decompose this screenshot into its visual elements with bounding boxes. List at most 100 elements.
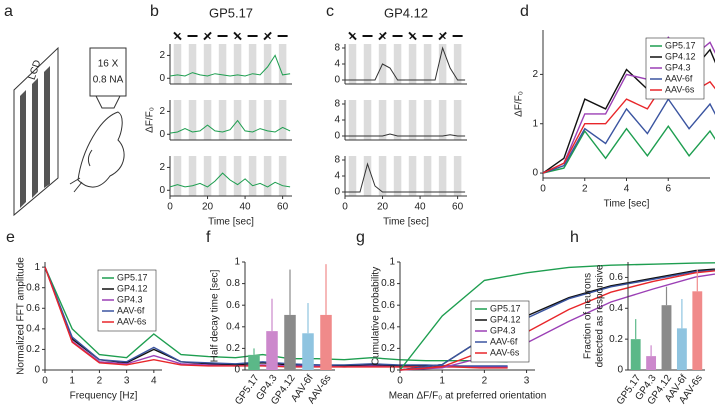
legend-label: AAV-6f [490,336,518,346]
series-line [399,273,715,371]
whiskers [69,149,93,193]
x-axis-label: Frequency [Hz] [70,391,138,402]
legend-label: GP5.17 [665,40,696,50]
y-tick-label: 1 [34,262,40,273]
bar [676,328,687,370]
panel-label: c [326,3,334,20]
y-tick-label: 0 [617,365,623,376]
x-tick-label: 0 [540,184,546,195]
stimulus-period [453,100,462,140]
y-tick-label: 2 [159,50,165,61]
series-line [399,270,715,371]
bar [302,333,314,370]
x-tick-label: 6 [665,184,671,195]
y-tick-label: 2 [159,162,165,173]
stimulus-period [348,44,357,84]
x-axis-label: Time [sec] [208,217,254,228]
y-axis-label: ΔF/F₀ [145,107,156,133]
stimulus-period [438,100,447,140]
stimulus-period [393,156,402,196]
panel-title: GP5.17 [209,5,253,20]
series-line [542,124,715,174]
bar [692,291,703,370]
x-tick-label: 4 [624,184,630,195]
stimulus-period [248,156,257,196]
orientation-icon [234,32,241,40]
y-tick-label: 0.8 [26,282,40,293]
objective [89,47,127,97]
y-tick-label: 0.4 [609,303,623,314]
y-tick-label: 0.6 [381,300,395,311]
stimulus-period [173,100,182,140]
orientation-icon [409,32,416,40]
mouse [77,111,125,188]
legend-label: GP4.3 [490,325,516,335]
y-tick-label: 0 [334,131,340,142]
stimulus-period [233,156,242,196]
legend-label: GP4.3 [117,294,143,304]
x-tick-label: 2 [97,376,103,387]
series-line [345,162,466,193]
y-tick-label: 0.2 [226,343,240,354]
stimulus-period [248,100,257,140]
bar [248,354,260,370]
series-line [542,43,715,174]
orientation-icon [349,32,356,40]
x-axis-label: Time [sec] [383,217,429,228]
x-tick-label: 0 [42,376,48,387]
y-tick-label: 0 [34,365,40,376]
x-tick-label: 0 [167,202,173,213]
x-tick-label: 40 [415,202,427,213]
y-tick-label: 0.6 [26,303,40,314]
stimulus-period [278,156,287,196]
series-line [542,36,715,174]
y-tick-label: 0 [234,365,240,376]
orientation-icon [174,32,181,40]
stimulus-period [203,44,212,84]
stimulus-period [173,156,182,196]
stimulus-period [423,100,432,140]
x-tick-label: 60 [452,202,464,213]
stimulus-period [393,100,402,140]
series-line [399,269,715,371]
y-tick-label: 0 [334,75,340,86]
y-tick-label: 0.2 [381,343,395,354]
x-tick-label: 3 [524,376,530,387]
y-tick-label: 8 [334,99,340,110]
x-tick-label: 3 [124,376,130,387]
x-tick-label: 0 [397,376,403,387]
y-tick-label: 0 [334,187,340,198]
x-tick-label: 20 [377,202,389,213]
series-line [169,54,291,77]
orientation-icon [379,32,386,40]
x-tick-label: 1 [439,376,445,387]
y-tick-label: 8 [334,43,340,54]
orientation-icon [439,32,446,40]
x-tick-label: 20 [202,202,214,213]
stimulus-period [438,44,447,84]
y-tick-label: 2 [532,69,538,80]
panel-label: h [570,229,579,246]
x-tick-label: 40 [240,202,252,213]
bar [284,314,296,370]
stripe [44,66,50,188]
y-axis-label: Normalized FFT amplitude [16,257,27,375]
panel-label: e [6,229,15,246]
series-line [169,119,291,134]
y-tick-label: 4 [334,115,340,126]
stimulus-period [408,156,417,196]
stimulus-period [453,44,462,84]
legend-label: GP5.17 [117,272,148,282]
x-tick-label: 60 [277,202,289,213]
stimulus-period [218,44,227,84]
y-tick-label: 0 [159,73,165,84]
stimulus-period [438,156,447,196]
stimulus-period [348,100,357,140]
stimulus-period [203,100,212,140]
x-tick-label: 0 [342,202,348,213]
schematic: LCD 16 X 0.8 NA [13,46,127,217]
panel-label: g [356,229,365,246]
y-tick-label: 0.8 [226,278,240,289]
y-axis-label: ΔF/F₀ [514,91,525,117]
